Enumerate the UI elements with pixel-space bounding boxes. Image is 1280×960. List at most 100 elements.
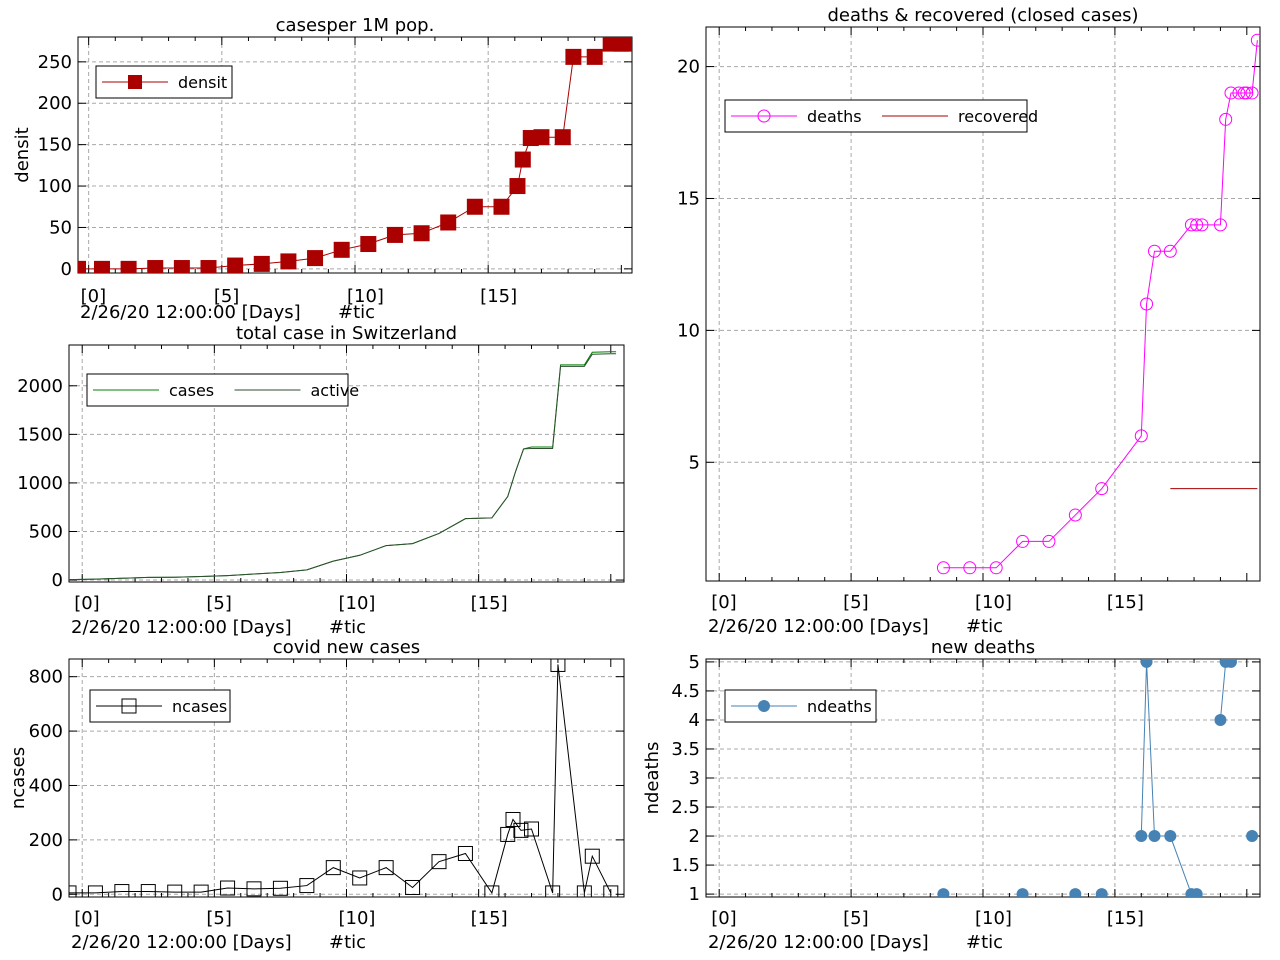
data-point	[936, 561, 950, 575]
y-tick-label: 100	[38, 176, 72, 197]
data-point	[120, 260, 137, 273]
x-axis-caption: 2/26/20 12:00:00 [Days]	[80, 302, 301, 323]
data-point	[193, 884, 209, 897]
plot-area	[936, 33, 1260, 575]
chart-title: casesper 1M pop.	[276, 15, 435, 36]
data-point	[69, 885, 77, 897]
y-tick-label: 20	[677, 57, 700, 78]
data-point	[431, 854, 447, 870]
y-tick-label: 800	[29, 667, 63, 688]
y-axis-label: ncases	[8, 747, 29, 809]
legend: cases active	[86, 373, 359, 407]
plot-area	[78, 37, 632, 273]
y-tick-label: 5	[689, 652, 700, 673]
legend-label: cases	[169, 381, 214, 400]
data-point	[200, 260, 217, 273]
plot-area	[69, 659, 619, 897]
x-tick-label: [5]	[843, 592, 869, 613]
data-point	[576, 885, 592, 897]
x-tick-label: [5]	[206, 593, 232, 614]
data-point	[1134, 429, 1148, 443]
data-point	[603, 885, 619, 897]
data-point	[1195, 218, 1209, 232]
chart-title: deaths & recovered (closed cases)	[827, 5, 1138, 26]
x-tick-label: [15]	[471, 593, 508, 614]
data-point	[565, 48, 582, 65]
series-densit	[78, 37, 632, 273]
data-point	[514, 151, 531, 168]
data-point	[1147, 244, 1161, 258]
data-point	[550, 659, 566, 672]
data-point	[1135, 830, 1148, 843]
x-tick-label: [5]	[214, 286, 240, 307]
data-point	[509, 178, 526, 195]
data-point	[272, 880, 288, 896]
x-tick-label: [15]	[1107, 908, 1144, 929]
y-tick-label: 200	[29, 830, 63, 851]
x-tick-label: [0]	[74, 593, 100, 614]
series-line	[69, 353, 617, 581]
data-point	[1240, 86, 1254, 100]
y-tick-label: 5	[689, 452, 700, 473]
y-tick-label: 0	[61, 259, 72, 280]
data-point	[618, 37, 632, 52]
y-tick-label: 10	[677, 320, 700, 341]
y-tick-label: 1000	[17, 473, 63, 494]
data-point	[405, 879, 421, 895]
data-point	[1224, 659, 1237, 668]
data-point	[493, 198, 510, 215]
y-tick-label: 400	[29, 775, 63, 796]
data-point	[167, 884, 183, 897]
data-point	[114, 884, 130, 897]
chart-title: total case in Switzerland	[236, 323, 457, 344]
legend-label: ncases	[172, 697, 227, 716]
y-tick-label: 600	[29, 721, 63, 742]
chart-p1: 0 50 100 150 200 250 [0] [5] [10] [15] 2/26/20 12:…	[12, 15, 633, 323]
data-point	[1250, 33, 1260, 47]
data-point	[1190, 888, 1203, 897]
data-point	[1140, 297, 1154, 311]
y-axis-label: densit	[12, 127, 33, 182]
x-axis-caption-2: #tic	[329, 932, 366, 953]
data-point	[1016, 888, 1029, 897]
plot-area	[69, 351, 617, 581]
data-point	[325, 860, 341, 876]
x-tick-label: [0]	[711, 592, 737, 613]
data-point	[1237, 86, 1251, 100]
x-tick-label: [5]	[206, 908, 232, 929]
data-point	[147, 260, 164, 273]
data-point	[457, 845, 473, 861]
data-point	[307, 250, 324, 267]
x-axis-caption: 2/26/20 12:00:00 [Days]	[71, 932, 292, 953]
data-point	[533, 129, 550, 146]
y-axis-label: ndeaths	[642, 742, 663, 815]
data-point	[505, 811, 521, 827]
chart-p4: 0 200 400 600 800 [0] [5] [10] [15] 2/26/20 12:00…	[8, 637, 625, 953]
data-point	[1164, 830, 1177, 843]
plot-area	[937, 659, 1259, 897]
y-tick-label: 500	[29, 521, 63, 542]
legend-label: ndeaths	[807, 697, 872, 716]
y-tick-label: 2000	[17, 376, 63, 397]
chart-title: new deaths	[931, 637, 1035, 658]
legend-label: densit	[178, 73, 227, 92]
data-point	[220, 880, 236, 896]
x-axis-caption: 2/26/20 12:00:00 [Days]	[708, 616, 929, 637]
data-point	[1224, 86, 1238, 100]
y-tick-label: 3	[689, 768, 700, 789]
data-point	[128, 75, 142, 89]
data-point	[246, 881, 262, 897]
data-point	[386, 226, 403, 243]
data-point	[93, 260, 110, 273]
data-point	[584, 848, 600, 864]
legend: ndeaths	[724, 689, 877, 723]
y-tick-label: 200	[38, 93, 72, 114]
data-point	[173, 260, 190, 273]
data-point	[937, 888, 950, 897]
data-point	[484, 885, 500, 897]
x-tick-label: [10]	[347, 286, 384, 307]
x-axis-caption-2: #tic	[329, 617, 366, 638]
series-ncases	[69, 659, 619, 897]
data-point	[78, 260, 86, 273]
legend-box	[724, 689, 877, 723]
